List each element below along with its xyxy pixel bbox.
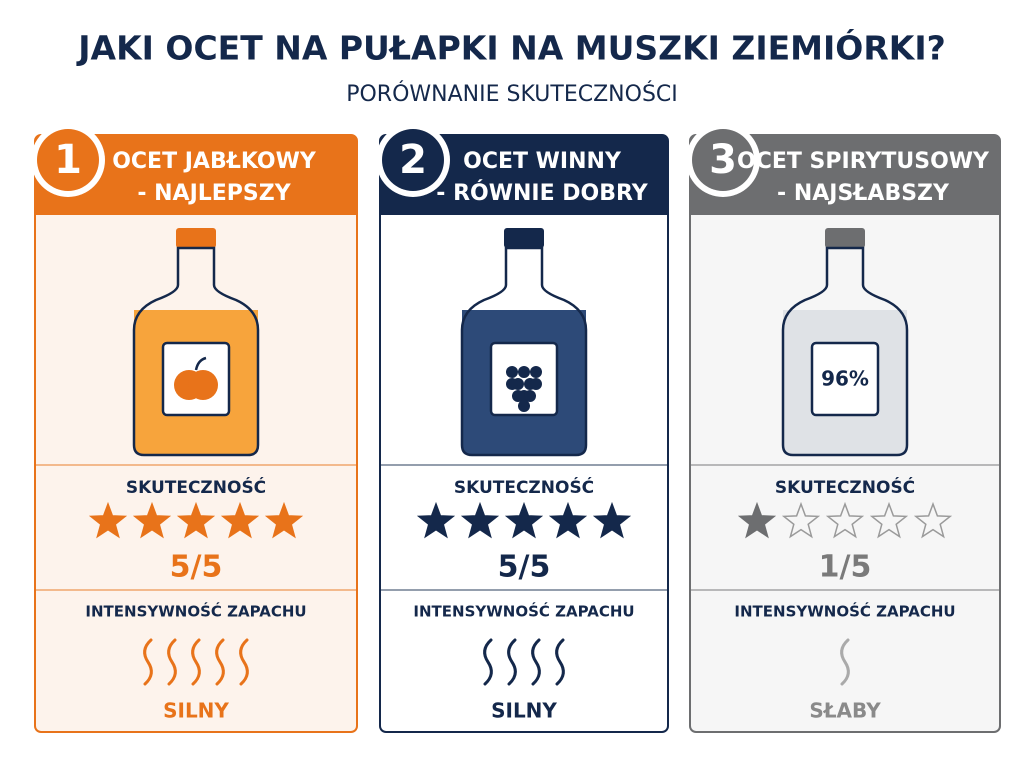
star [132,501,172,539]
star [88,501,128,539]
star [460,501,500,539]
bottle-cap [504,228,544,248]
card: 1 OCET JABŁKOWY - NAJLEPSZY SKUTECZNOŚĆ 5/5 I… [31,123,358,733]
card-title: - RÓWNIE DOBRY [436,180,648,206]
badge [382,129,444,191]
smell-wave [191,638,201,686]
smell-wave [555,638,565,686]
grape [530,366,542,378]
smell-wave [531,638,541,686]
card: 2 OCET WINNY - RÓWNIE DOBRY SKUTECZNOŚĆ 5/5 I… [376,123,669,733]
grape [530,378,542,390]
apple-leaf [194,356,207,371]
badge [692,129,754,191]
score: 1/5 [819,550,872,585]
subtitle: PORÓWNANIE SKUTECZNOŚCI [346,81,678,107]
effectiveness-label: SKUTECZNOŚĆ [775,476,915,498]
bottle-label [489,341,559,417]
badge [37,129,99,191]
title: JAKI OCET NA PUŁAPKI NA MUSZKI ZIEMIÓRKI… [76,28,946,68]
smell-wave [840,638,850,686]
grape [506,366,518,378]
smell-label: INTENSYWNOŚĆ ZAPACHU [734,602,955,621]
score: 5/5 [498,550,551,585]
star [825,501,865,539]
apple [188,370,218,400]
card-title: - NAJSŁABSZY [777,181,950,206]
grape [506,378,518,390]
effectiveness-label: SKUTECZNOŚĆ [126,476,266,498]
smell-value: SILNY [491,699,557,723]
smell-wave [215,638,225,686]
card-header [380,135,668,215]
smell-value: SŁABY [809,699,881,723]
star [264,501,304,539]
badge-number: 1 [54,137,82,183]
smell-label: INTENSYWNOŚĆ ZAPACHU [85,602,306,621]
star [913,501,953,539]
badge-number: 3 [709,137,737,183]
card-header [35,135,357,215]
bottle [132,246,260,457]
star [781,501,821,539]
card-title: OCET WINNY [463,149,622,174]
smell-wave [167,638,177,686]
grape [518,400,530,412]
star [869,501,909,539]
star [176,501,216,539]
grape [524,390,536,402]
star [504,501,544,539]
grape [512,390,524,402]
smell-wave [143,638,153,686]
grape [518,366,530,378]
badge-number: 2 [399,137,427,183]
bottle-label [810,341,880,417]
effectiveness-label: SKUTECZNOŚĆ [454,476,594,498]
smell-wave [483,638,493,686]
star [737,501,777,539]
card-header [690,135,1000,215]
star [592,501,632,539]
bottle [781,246,909,457]
smell-wave [239,638,249,686]
smell-wave [507,638,517,686]
star [416,501,456,539]
bottle-label-text: 96% [821,367,869,391]
smell-value: SILNY [163,699,229,723]
star [548,501,588,539]
card-title: - NAJLEPSZY [137,181,291,206]
score: 5/5 [170,550,223,585]
card-title: OCET JABŁKOWY [112,149,317,174]
smell-label: INTENSYWNOŚĆ ZAPACHU [413,602,634,621]
star [220,501,260,539]
bottle-cap [825,228,865,248]
card-title: OCET SPIRYTUSOWY [737,149,990,174]
card: 3 OCET SPIRYTUSOWY - NAJSŁABSZY 96% SKUTECZN… [686,123,1001,733]
bottle-cap [176,228,216,248]
bottle [460,246,588,457]
